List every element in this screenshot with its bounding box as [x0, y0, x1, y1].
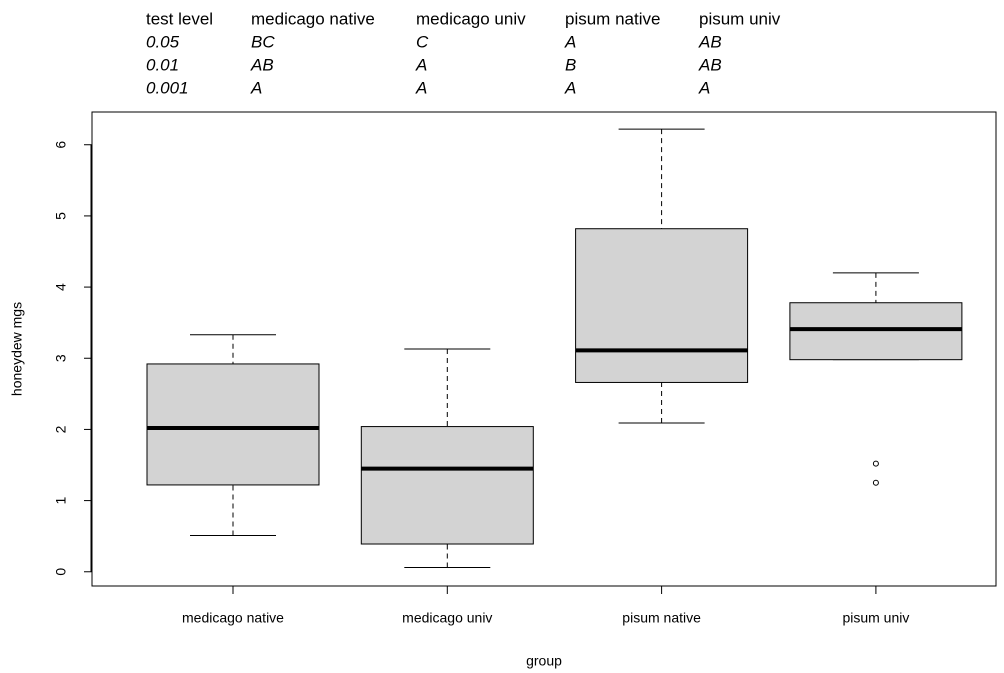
table-header: medicago univ	[416, 9, 526, 28]
table-cell: 0.05	[146, 32, 180, 51]
table-cell: A	[698, 78, 710, 97]
table-cell: AB	[698, 55, 722, 74]
table-cell: A	[415, 78, 427, 97]
box	[789, 302, 963, 361]
box	[146, 363, 320, 486]
outlier	[872, 479, 879, 486]
table-cell: BC	[251, 32, 275, 51]
x-tick-label: medicago univ	[402, 610, 492, 626]
y-tick-label: 4	[53, 283, 69, 291]
table-cell: 0.001	[146, 78, 189, 97]
x-axis-label: group	[526, 653, 562, 669]
table-header: medicago native	[251, 9, 375, 28]
table-cell: A	[564, 32, 576, 51]
x-tick-label: pisum univ	[842, 610, 909, 626]
table-cell: AB	[698, 32, 722, 51]
outlier	[872, 460, 879, 467]
table-cell: A	[250, 78, 262, 97]
table-cell: 0.01	[146, 55, 179, 74]
x-tick-label: pisum native	[622, 610, 701, 626]
y-tick-label: 1	[53, 496, 69, 504]
table-header: pisum univ	[699, 9, 781, 28]
y-axis-label: honeydew mgs	[9, 302, 25, 396]
x-tick-label: medicago native	[182, 610, 284, 626]
y-tick-label: 6	[53, 141, 69, 149]
y-tick-label: 0	[53, 568, 69, 576]
table-header: test level	[146, 9, 213, 28]
table-cell: A	[564, 78, 576, 97]
table-cell: B	[565, 55, 576, 74]
y-tick-label: 2	[53, 425, 69, 433]
table-cell: A	[415, 55, 427, 74]
y-tick-label: 5	[53, 212, 69, 220]
box	[575, 228, 749, 383]
table-cell: C	[416, 32, 429, 51]
y-tick-label: 3	[53, 354, 69, 362]
table-header: pisum native	[565, 9, 660, 28]
box	[360, 426, 534, 545]
table-cell: AB	[250, 55, 274, 74]
